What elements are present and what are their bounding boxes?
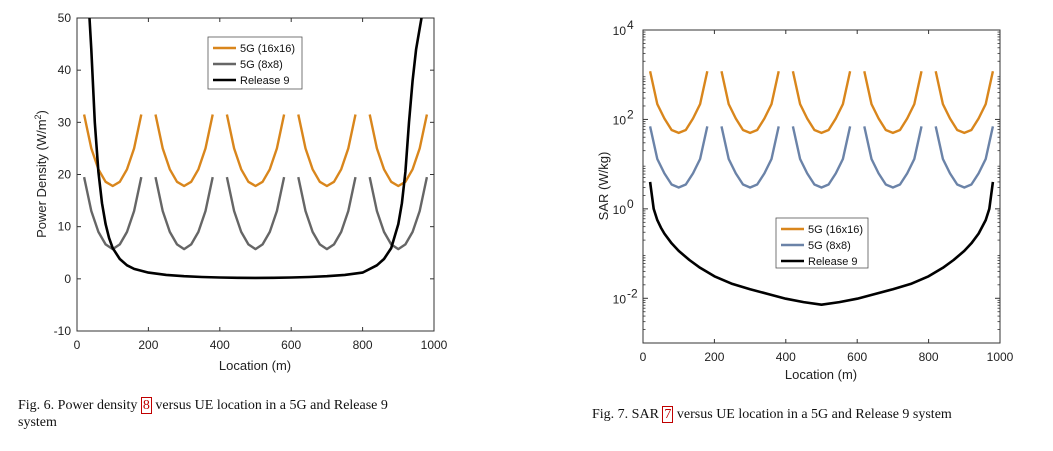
series-2-segment-3 xyxy=(225,176,286,251)
y-tick-label: 10 xyxy=(58,220,72,234)
series-2-segment-5 xyxy=(934,126,995,189)
series-1-segment-3 xyxy=(791,70,852,135)
legend-box xyxy=(775,217,869,269)
series-1-segment-3 xyxy=(225,114,286,188)
y-tick-exponent: 4 xyxy=(627,18,634,32)
legend: 5G (16x16) 5G (8x8) Release 9 xyxy=(207,36,303,90)
y-tick-label: -10 xyxy=(54,324,72,338)
legend-entry-label: 5G (16x16) xyxy=(808,224,863,236)
y-tick-label: 0 xyxy=(64,272,71,286)
y-tick-label: 10 xyxy=(613,203,627,217)
caption-line-2: system xyxy=(18,415,57,430)
caption-text: versus UE location in a 5G and Release 9… xyxy=(673,407,952,422)
y-tick-label: 40 xyxy=(58,63,72,77)
series-2-segment-4 xyxy=(297,176,357,251)
figure-6-caption: Fig. 6. Power density 8 versus UE locati… xyxy=(18,397,488,431)
x-axis-label: Location (m) xyxy=(785,367,857,382)
series-2-segment-1 xyxy=(648,126,709,189)
x-tick-label: 1000 xyxy=(421,338,448,352)
x-tick-label: 0 xyxy=(640,350,647,364)
x-tick-label: 0 xyxy=(74,338,81,352)
x-tick-label: 800 xyxy=(919,350,939,364)
series-2-segment-4 xyxy=(863,126,923,189)
y-tick-label: 10 xyxy=(613,24,627,38)
y-tick-exponent: -2 xyxy=(627,286,638,300)
y-axis-label-main: Power Density (W/m xyxy=(34,119,49,237)
y-tick-exponent: 0 xyxy=(627,197,634,211)
y-tick-label: 30 xyxy=(58,115,72,129)
x-tick-label: 600 xyxy=(281,338,301,352)
y-tick-exponent: 2 xyxy=(627,107,634,121)
legend-entry-label: 5G (8x8) xyxy=(808,240,851,252)
caption-text: versus UE location in a 5G and Release 9 xyxy=(151,398,388,413)
series-1-segment-4 xyxy=(863,70,923,135)
x-tick-label: 400 xyxy=(210,338,230,352)
series-2-segment-2 xyxy=(154,176,214,251)
reference-link[interactable]: 7 xyxy=(662,406,674,423)
x-axis-label: Location (m) xyxy=(219,358,291,373)
series-1-segment-2 xyxy=(154,114,214,188)
x-tick-label: 200 xyxy=(138,338,158,352)
series-1-segment-1 xyxy=(648,70,709,135)
series-1-segment-5 xyxy=(934,70,995,135)
legend: 5G (16x16) 5G (8x8) Release 9 xyxy=(775,217,869,269)
legend-entry-label: Release 9 xyxy=(240,75,290,87)
y-tick-label: 20 xyxy=(58,168,72,182)
series-1-segment-4 xyxy=(297,114,357,188)
caption-text: Fig. 7. SAR xyxy=(592,407,663,422)
series-3-segment-1 xyxy=(88,18,423,280)
series-2-segment-2 xyxy=(720,126,780,189)
x-tick-label: 400 xyxy=(776,350,796,364)
caption-line-1: Fig. 6. Power density 8 versus UE locati… xyxy=(18,397,488,414)
y-tick-label: 10 xyxy=(613,292,627,306)
legend-entry-label: Release 9 xyxy=(808,256,858,268)
legend-entry-label: 5G (8x8) xyxy=(240,59,283,71)
y-tick-label: 50 xyxy=(58,11,72,25)
legend-entry-label: 5G (16x16) xyxy=(240,43,295,55)
x-tick-label: 800 xyxy=(353,338,373,352)
figure-7-caption: Fig. 7. SAR 7 versus UE location in a 5G… xyxy=(592,406,1047,423)
y-tick-label: 10 xyxy=(613,113,627,127)
series-2-segment-3 xyxy=(791,126,852,189)
x-tick-label: 1000 xyxy=(987,350,1014,364)
reference-link[interactable]: 8 xyxy=(140,397,152,414)
series-1-segment-5 xyxy=(368,114,429,188)
y-axis-label: SAR (W/kg) xyxy=(596,152,611,221)
series-3-segment-1 xyxy=(648,181,995,307)
x-tick-label: 200 xyxy=(704,350,724,364)
x-tick-label: 600 xyxy=(847,350,867,364)
series-1-segment-2 xyxy=(720,70,780,135)
y-axis-label: Power Density (W/m2) xyxy=(33,110,49,238)
caption-text: Fig. 6. Power density xyxy=(18,398,141,413)
series-2-segment-5 xyxy=(368,176,429,251)
series-1-segment-1 xyxy=(82,114,143,188)
y-axis-label-superscript: 2 xyxy=(33,114,43,119)
y-axis-label-end: ) xyxy=(34,110,49,114)
